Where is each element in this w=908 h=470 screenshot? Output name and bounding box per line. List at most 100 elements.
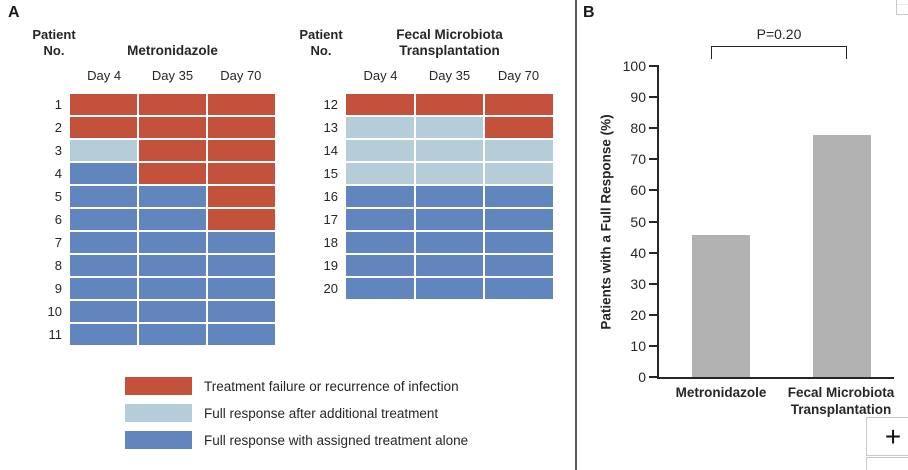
day-header: Day 4: [87, 68, 122, 83]
patient-row: 8: [30, 255, 275, 276]
status-cell-failure: [208, 94, 275, 115]
y-tick-mark: [649, 313, 657, 316]
patient-number: 19: [323, 258, 338, 273]
y-axis-tick-labels: 0 10 20 30 40 50 60 70 80 90 100: [598, 58, 646, 385]
legend-label: Treatment failure or recurrence of infec…: [204, 378, 459, 394]
status-cell-failure: [139, 117, 206, 138]
patient-number: 5: [54, 189, 62, 204]
status-cell-additional: [346, 163, 414, 184]
legend-row-additional: Full response after additional treatment: [125, 404, 468, 422]
status-cell-full: [139, 209, 206, 230]
status-cell-full: [485, 209, 554, 230]
y-axis-line: [657, 65, 659, 379]
patient-number: 15: [323, 166, 338, 181]
patient-number: 13: [323, 120, 338, 135]
patient-number: 2: [54, 120, 62, 135]
day-header: Day 4: [363, 68, 398, 83]
patient-row: 6: [30, 209, 275, 230]
patient-number: 4: [54, 166, 62, 181]
panel-b-label: B: [583, 4, 595, 21]
status-cell-full: [208, 301, 275, 322]
patient-number: 18: [323, 235, 338, 250]
y-tick-label: 90: [630, 89, 646, 106]
patient-row: 16: [306, 186, 554, 207]
status-cell-additional: [485, 163, 554, 184]
status-cell-full: [485, 232, 554, 253]
status-cell-additional: [346, 140, 414, 161]
status-cell-additional: [346, 117, 414, 138]
status-cell-full: [70, 163, 137, 184]
status-cell-full: [346, 278, 414, 299]
fmt-patient-no-header: Patient No.: [293, 27, 349, 59]
status-cell-full: [346, 255, 414, 276]
panel-a-label: A: [8, 4, 20, 21]
status-cell-additional: [70, 140, 137, 161]
fmt-group-title: Fecal Microbiota Transplantation: [346, 27, 553, 59]
p-value-label: P=0.20: [756, 26, 802, 42]
additional-response-swatch: [125, 404, 192, 422]
status-cell-failure: [485, 117, 554, 138]
bar-fecal-microbiota-transplantation: [813, 135, 871, 377]
day-header: Day 70: [497, 68, 540, 83]
status-cell-failure: [139, 163, 206, 184]
patient-header-line: Patient: [32, 27, 76, 42]
status-cell-full: [415, 209, 484, 230]
patient-row: 17: [306, 209, 554, 230]
full-response-swatch: [125, 431, 192, 449]
status-cell-full: [208, 278, 275, 299]
y-tick-mark: [649, 251, 657, 254]
status-cell-additional: [485, 140, 554, 161]
status-cell-full: [139, 232, 206, 253]
status-cell-additional: [415, 117, 484, 138]
status-cell-full: [70, 301, 137, 322]
status-cell-failure: [70, 94, 137, 115]
patient-row: 10: [30, 301, 275, 322]
status-cell-full: [346, 186, 414, 207]
patient-row: 11: [30, 324, 275, 345]
significance-bracket: [711, 46, 847, 59]
patient-number: 14: [323, 143, 338, 158]
status-cell-full: [139, 324, 206, 345]
patient-number: 8: [54, 258, 62, 273]
status-cell-full: [139, 278, 206, 299]
y-tick-label: 40: [630, 244, 646, 261]
status-cell-full: [415, 278, 484, 299]
patient-row: 14: [306, 140, 554, 161]
patient-row: 20: [306, 278, 554, 299]
failure-swatch: [125, 377, 192, 395]
status-cell-full: [415, 186, 484, 207]
x-category-metronidazole: Metronidazole: [658, 384, 784, 401]
y-tick-mark: [649, 65, 657, 67]
status-cell-full: [415, 232, 484, 253]
status-cell-full: [139, 301, 206, 322]
status-cell-full: [346, 232, 414, 253]
y-tick-label: 30: [630, 275, 646, 292]
met-day-headers: Day 4 Day 35 Day 70: [70, 68, 275, 83]
patient-row: 1: [30, 94, 275, 115]
x-category-text: Transplantation: [790, 402, 892, 417]
y-tick-mark: [649, 189, 657, 192]
zoom-in-button[interactable]: +: [866, 417, 908, 456]
status-cell-full: [208, 255, 275, 276]
legend-label: Full response after additional treatment: [204, 405, 439, 421]
status-cell-failure: [208, 163, 275, 184]
patient-row: 2: [30, 117, 275, 138]
patient-row: 3: [30, 140, 275, 161]
status-cell-failure: [139, 94, 206, 115]
status-cell-full: [485, 278, 554, 299]
y-tick-label: 100: [622, 58, 646, 74]
y-tick-label: 70: [630, 151, 646, 168]
y-tick-mark: [649, 282, 657, 285]
fmt-day-headers: Day 4 Day 35 Day 70: [346, 68, 553, 83]
status-cell-full: [208, 324, 275, 345]
met-group-title-text: Metronidazole: [127, 43, 218, 58]
patient-number: 17: [323, 212, 338, 227]
patient-number: 10: [47, 304, 62, 319]
legend: Treatment failure or recurrence of infec…: [125, 377, 468, 458]
patient-number: 20: [323, 281, 338, 296]
status-cell-full: [485, 186, 554, 207]
status-cell-full: [208, 232, 275, 253]
bar-metronidazole: [692, 235, 750, 377]
zoom-out-button[interactable]: [866, 457, 908, 470]
